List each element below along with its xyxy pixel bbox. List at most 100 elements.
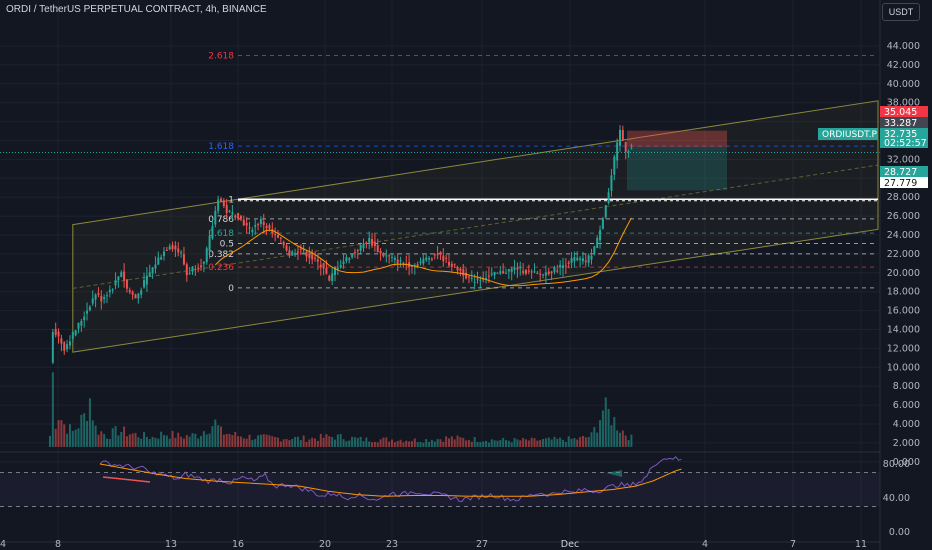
currency-button[interactable]: USDT (882, 3, 920, 21)
volume-bar (254, 439, 257, 447)
volume-bar (302, 435, 305, 447)
candle-body (331, 273, 334, 281)
candle-body (596, 237, 599, 249)
symbol-tag: ORDIUSDT.P (822, 130, 877, 140)
candle-body (496, 272, 499, 274)
volume-bar (356, 437, 359, 447)
volume-bar (584, 437, 587, 447)
candle-body (268, 225, 271, 229)
volume-bar (547, 437, 550, 447)
volume-bar (239, 436, 242, 447)
fib-level-label: 0.5 (220, 240, 234, 250)
volume-bar (365, 437, 368, 447)
candle-body (422, 258, 425, 264)
candle-body (225, 204, 228, 213)
candle-body (516, 267, 519, 270)
candle-body (382, 253, 385, 257)
volume-bar (496, 440, 499, 447)
price-tick-label: 14.000 (887, 325, 920, 336)
volume-bar (419, 442, 422, 447)
volume-bar (428, 442, 431, 447)
volume-bar (248, 434, 251, 447)
candle-body (305, 251, 308, 257)
volume-bar (502, 437, 505, 447)
candle-body (311, 254, 314, 260)
volume-bar (237, 436, 240, 447)
candle-body (376, 245, 379, 253)
candle-body (217, 199, 220, 211)
volume-bar (279, 441, 282, 447)
volume-bar (581, 435, 584, 447)
volume-bar (91, 420, 94, 447)
volume-bar (399, 439, 402, 447)
time-tick-label: 4 (702, 539, 708, 550)
fib-level-label: 0 (228, 284, 234, 294)
candle-body (453, 263, 456, 265)
volume-bar (345, 441, 348, 447)
price-tick-label: 8.000 (893, 381, 920, 392)
volume-bar (499, 439, 502, 447)
price-label-box (880, 177, 928, 188)
candle-body (205, 248, 208, 263)
volume-bar (319, 433, 322, 447)
candle-body (559, 264, 562, 267)
price-tick-label: 22.000 (887, 249, 920, 260)
time-tick-label: 16 (232, 539, 244, 550)
volume-bar (208, 433, 211, 447)
volume-bar (536, 440, 539, 447)
candle-body (188, 273, 191, 275)
volume-bar (316, 440, 319, 447)
volume-bar (513, 438, 516, 447)
candle-body (291, 251, 294, 256)
symbol-tag-box (818, 128, 878, 140)
candle-body (456, 266, 459, 271)
volume-bar (83, 413, 86, 447)
candle-body (86, 310, 89, 314)
time-tick-label: Dec (561, 539, 579, 550)
volume-bar (422, 442, 425, 447)
candle-body (505, 272, 507, 274)
volume-bar (388, 441, 391, 447)
candle-body (68, 341, 71, 346)
volume-bar (294, 436, 297, 447)
volume-bar (214, 419, 217, 447)
candle-body (66, 344, 69, 350)
candle-body (616, 142, 619, 161)
volume-bar (220, 426, 222, 447)
volume-bar (456, 435, 459, 447)
candle-body (51, 332, 54, 363)
rsi-line (99, 456, 682, 502)
candle-body (237, 213, 240, 219)
volume-bar (148, 439, 151, 447)
candle-body (445, 257, 448, 259)
volume-bar (259, 434, 262, 447)
price-tick-label: 32.000 (887, 154, 920, 165)
candle-body (123, 271, 126, 281)
candle-body (316, 259, 319, 262)
volume-bar (217, 425, 220, 447)
stop-loss-zone (627, 130, 727, 148)
candle-body (77, 322, 80, 329)
candle-body (322, 263, 325, 269)
volume-bar (567, 436, 570, 447)
volume-bar (211, 426, 214, 447)
volume-bar (188, 436, 191, 447)
candle-body (402, 263, 405, 265)
candle-body (151, 267, 154, 274)
candle-body (154, 264, 157, 269)
volume-bar (604, 397, 607, 447)
candle-body (128, 290, 131, 293)
volume-bar (80, 414, 83, 447)
candle-body (467, 276, 470, 278)
volume-bar (205, 434, 208, 447)
price-tick-label: 28.000 (887, 192, 920, 203)
candle-body (114, 280, 117, 286)
price-label: 28.727 (884, 167, 917, 178)
volume-bar (445, 436, 448, 447)
volume-bar (54, 428, 57, 447)
candle-body (282, 241, 285, 246)
volume-bar (111, 428, 114, 447)
price-tick-label: 42.000 (887, 60, 920, 71)
volume-bar (151, 436, 154, 447)
